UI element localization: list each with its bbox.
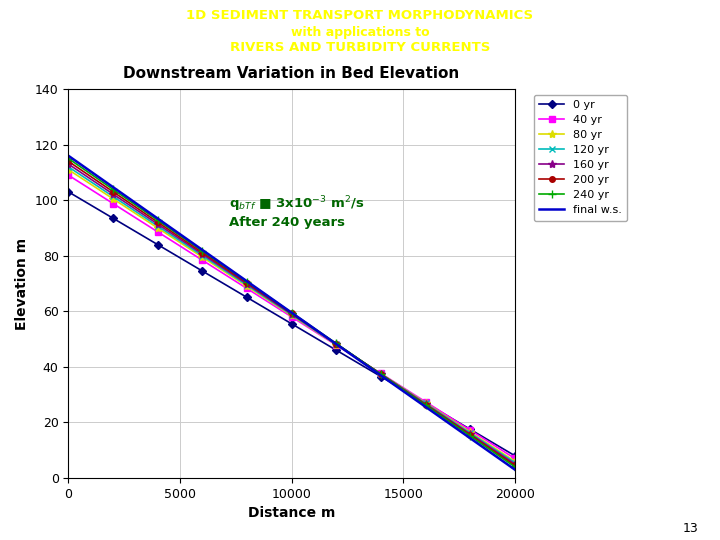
Text: 13: 13 <box>683 522 698 535</box>
Text: 1D SEDIMENT TRANSPORT MORPHODYNAMICS: 1D SEDIMENT TRANSPORT MORPHODYNAMICS <box>186 9 534 22</box>
Title: Downstream Variation in Bed Elevation: Downstream Variation in Bed Elevation <box>123 66 460 81</box>
Text: RIVERS AND TURBIDITY CURRENTS: RIVERS AND TURBIDITY CURRENTS <box>230 41 490 54</box>
Text: q$_{bTf}$ $\mathbf{■}$ 3x10$^{-3}$ m$^{2}$/s
After 240 years: q$_{bTf}$ $\mathbf{■}$ 3x10$^{-3}$ m$^{2… <box>229 194 365 228</box>
Text: © Gary Parker November, 2004: © Gary Parker November, 2004 <box>277 61 443 71</box>
Legend: 0 yr, 40 yr, 80 yr, 120 yr, 160 yr, 200 yr, 240 yr, final w.s.: 0 yr, 40 yr, 80 yr, 120 yr, 160 yr, 200 … <box>534 94 627 221</box>
X-axis label: Distance m: Distance m <box>248 506 336 520</box>
Y-axis label: Elevation m: Elevation m <box>15 238 30 329</box>
Text: with applications to: with applications to <box>291 25 429 38</box>
